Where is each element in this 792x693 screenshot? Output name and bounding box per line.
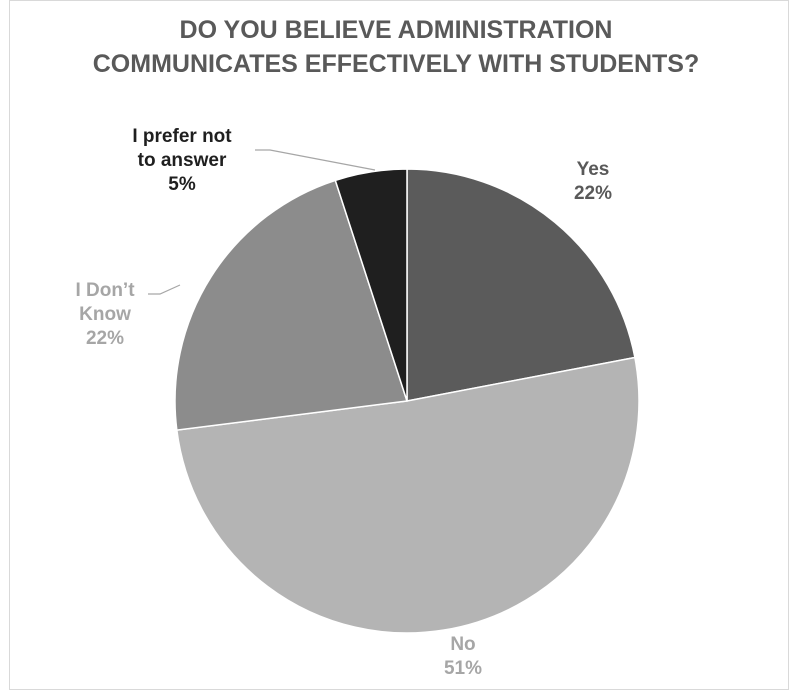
leader-line-prefer-not-to-answer xyxy=(255,149,376,171)
data-label-value-yes: 22% xyxy=(574,183,612,204)
pie-slice-prefer-not-to-answer xyxy=(334,168,408,402)
data-label-category-prefer-not-to-answer: I prefer not xyxy=(132,126,232,147)
data-label-value-i-dont-know: 22% xyxy=(86,328,124,349)
pie-slice-i-dont-know xyxy=(174,179,408,431)
data-label-category-i-dont-know: Know xyxy=(79,304,131,325)
pie-slice-no xyxy=(175,356,640,634)
data-label-category-i-dont-know: I Don’t xyxy=(75,280,135,301)
data-label-value-no: 51% xyxy=(444,658,482,679)
pie-slice-yes xyxy=(406,168,636,402)
data-labels: Yes 22% No 51% I Don’t Know 22% I prefer not to … xyxy=(75,126,612,679)
leader-line-i-dont-know xyxy=(148,284,181,295)
data-label-category-no: No xyxy=(450,634,475,655)
chart-title-line-1: DO YOU BELIEVE ADMINISTRATION xyxy=(179,16,613,44)
chart-title-line-2: COMMUNICATES EFFECTIVELY WITH STUDENTS? xyxy=(92,50,700,78)
data-label-category-prefer-not-to-answer: to answer xyxy=(138,150,227,171)
data-label-category-yes: Yes xyxy=(577,159,610,180)
data-label-value-prefer-not-to-answer: 5% xyxy=(168,174,196,195)
pie-slices xyxy=(174,168,640,634)
leader-lines xyxy=(148,149,376,295)
